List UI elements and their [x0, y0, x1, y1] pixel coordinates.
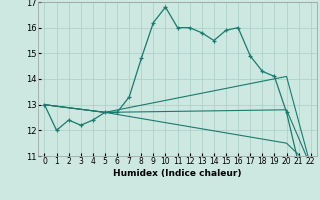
- X-axis label: Humidex (Indice chaleur): Humidex (Indice chaleur): [113, 169, 242, 178]
